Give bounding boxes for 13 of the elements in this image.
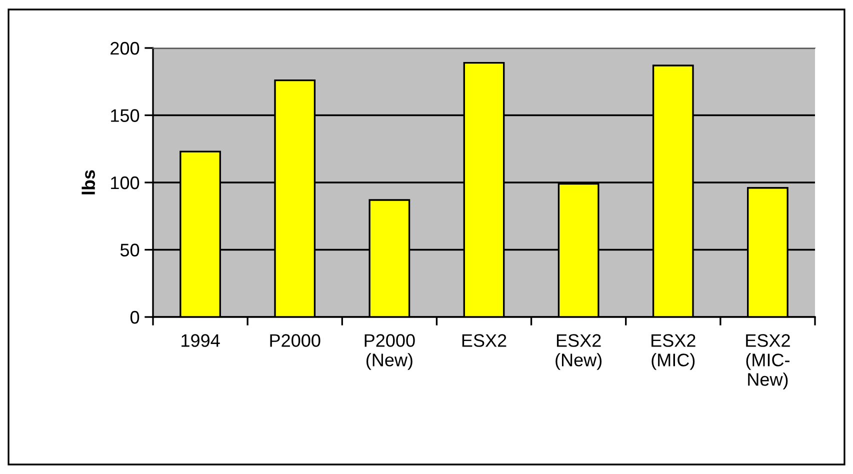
x-tick-label: P2000 [270,334,320,347]
x-tick-label: 1994 [182,334,220,347]
y-tick-label: 200 [110,42,140,55]
x-tick-label: ESX2 (MIC) [652,334,696,370]
x-tick-label: ESX2 [462,334,506,347]
y-axis-title: lbs [82,170,96,194]
y-tick-label: 150 [111,109,140,122]
x-tick-label: ESX2 (MIC- New) [746,334,790,390]
y-tick-label: 50 [120,244,140,256]
x-tick-label: P2000 (New) [364,334,415,370]
x-tick-label: ESX2 (New) [556,334,602,370]
y-tick-label: 0 [130,310,140,324]
y-tick-label: 100 [111,176,140,190]
